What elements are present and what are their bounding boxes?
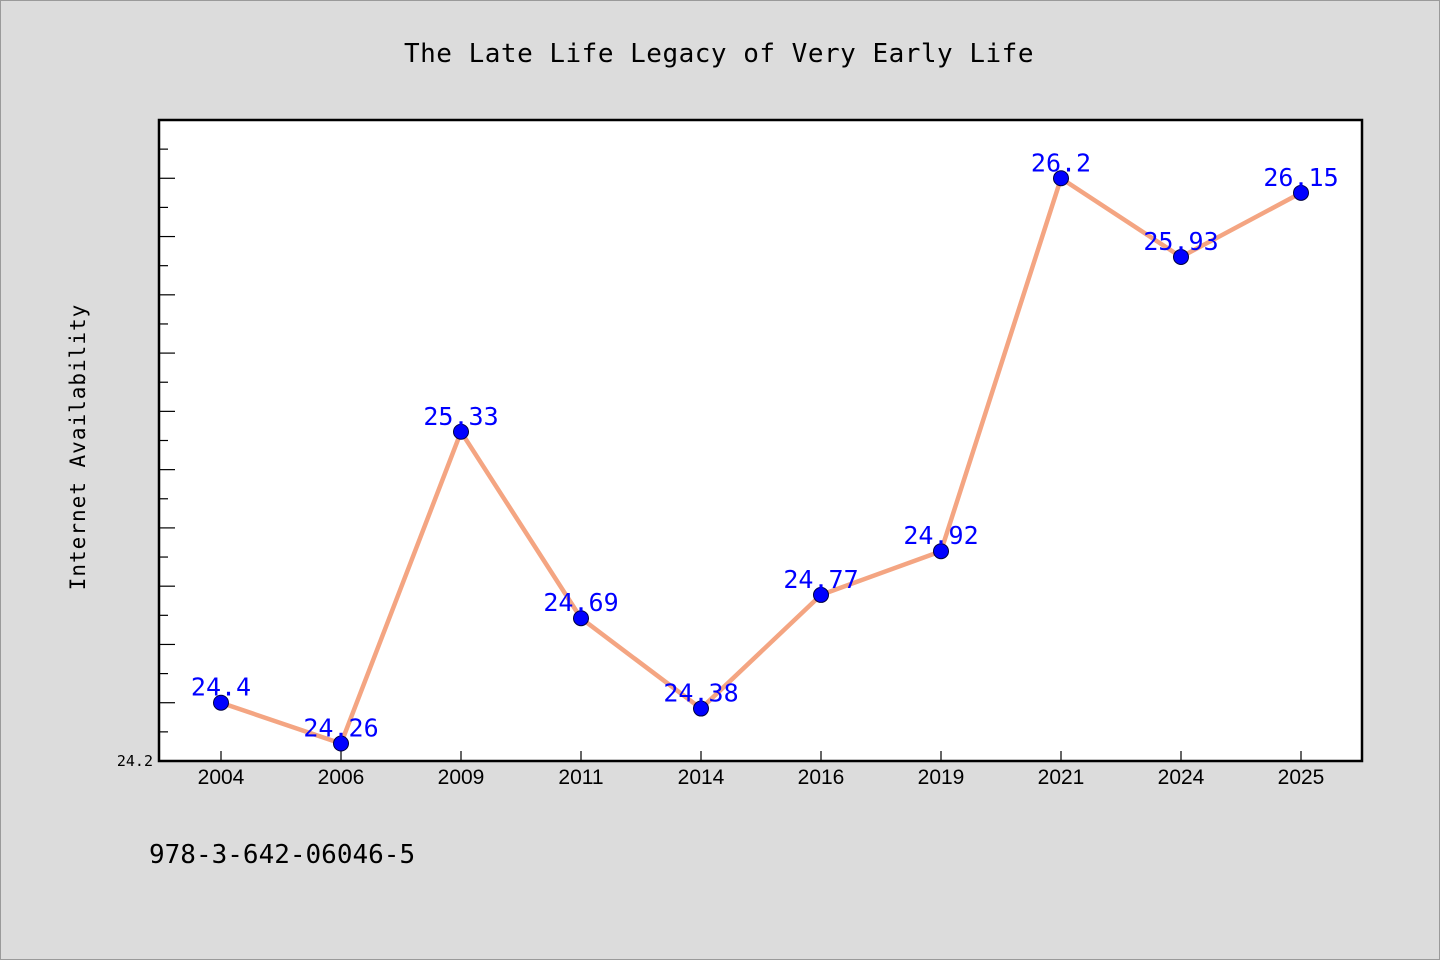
x-tick-label: 2014 <box>678 766 725 789</box>
data-label: 24.4 <box>191 673 251 702</box>
data-label: 26.15 <box>1263 163 1338 192</box>
data-point <box>333 735 349 752</box>
x-tick-label: 2009 <box>438 766 485 789</box>
x-axis-ticks: 2004 2006 2009 2011 2014 2016 2019 2021 2024 2025 <box>198 751 1325 789</box>
plot-frame <box>157 118 1364 763</box>
x-tick-label: 2021 <box>1038 766 1085 789</box>
data-label: 26.2 <box>1031 148 1091 177</box>
data-point <box>693 700 709 717</box>
data-point <box>1293 184 1309 201</box>
x-tick-label: 2024 <box>1158 766 1205 789</box>
data-point <box>1053 170 1069 187</box>
x-tick-label: 2006 <box>318 766 365 789</box>
y-tick-label: 24.2 <box>117 752 153 770</box>
y-axis-ticks: 24.2 <box>117 148 175 770</box>
data-label: 25.93 <box>1143 227 1218 256</box>
x-tick-label: 2004 <box>198 766 245 789</box>
data-label: 24.38 <box>663 679 738 708</box>
data-point <box>573 610 589 627</box>
x-tick-label: 2025 <box>1278 766 1325 789</box>
data-label: 24.77 <box>783 565 858 594</box>
data-label: 25.33 <box>423 402 498 431</box>
data-point <box>453 423 469 440</box>
x-tick-label: 2019 <box>918 766 965 789</box>
data-point <box>813 586 829 603</box>
series-layer: 24.4 24.26 25.33 24.69 24.38 24.77 24.92 26.2 25… <box>191 148 1339 752</box>
data-label: 24.26 <box>303 714 378 743</box>
data-point <box>1173 248 1189 265</box>
data-point <box>933 543 949 560</box>
data-label: 24.69 <box>543 588 618 617</box>
x-tick-label: 2011 <box>558 766 603 789</box>
data-point <box>213 694 229 711</box>
chart-title: The Late Life Legacy of Very Early Life <box>404 39 1034 69</box>
isbn-footer: 978-3-642-06046-5 <box>149 840 415 870</box>
series-line <box>218 176 1304 746</box>
y-axis-label: Internet Availability <box>66 304 90 591</box>
plot-area <box>159 120 1362 761</box>
data-label: 24.92 <box>903 521 978 550</box>
x-tick-label: 2016 <box>798 766 845 789</box>
